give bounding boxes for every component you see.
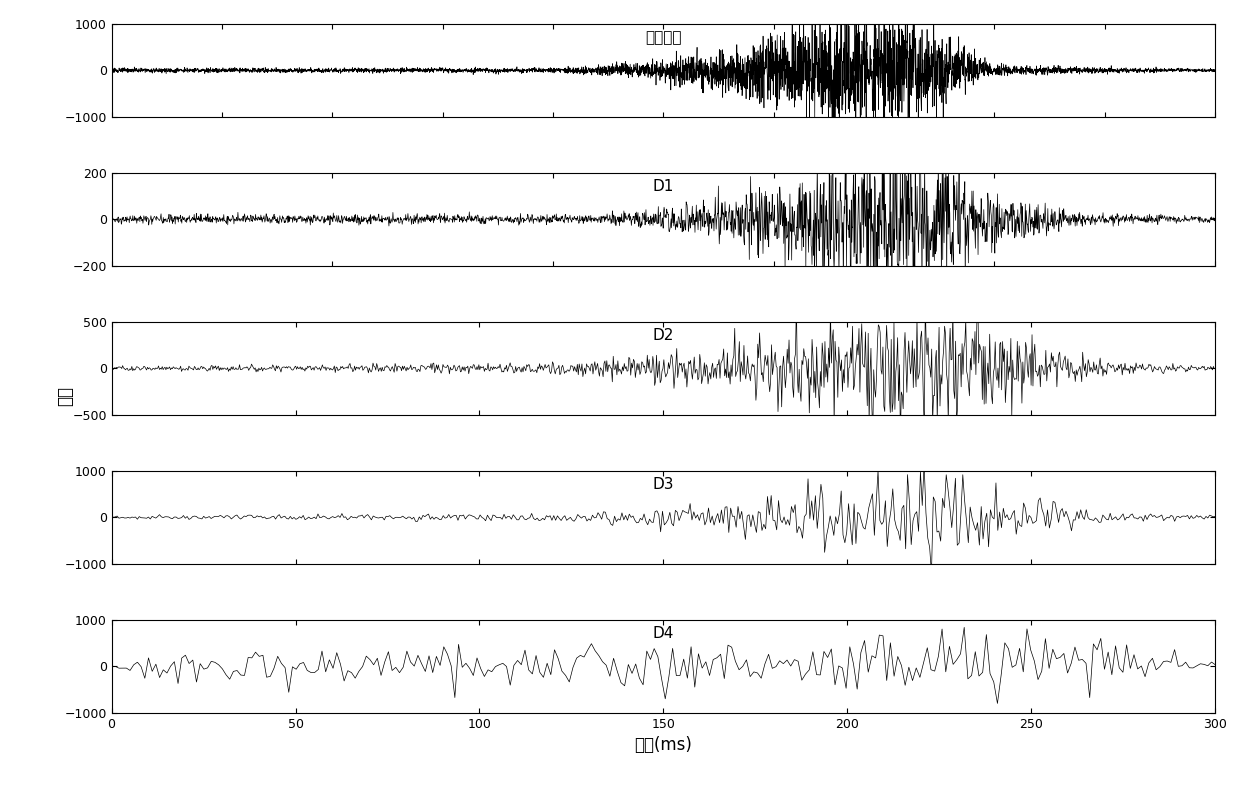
Text: 原始数据: 原始数据 bbox=[645, 30, 682, 45]
Text: D1: D1 bbox=[652, 179, 675, 194]
Text: D4: D4 bbox=[652, 626, 675, 642]
X-axis label: 时间(ms): 时间(ms) bbox=[635, 737, 692, 754]
Text: D2: D2 bbox=[652, 328, 675, 343]
Text: 幅值: 幅值 bbox=[56, 386, 74, 406]
Text: D3: D3 bbox=[652, 478, 675, 492]
